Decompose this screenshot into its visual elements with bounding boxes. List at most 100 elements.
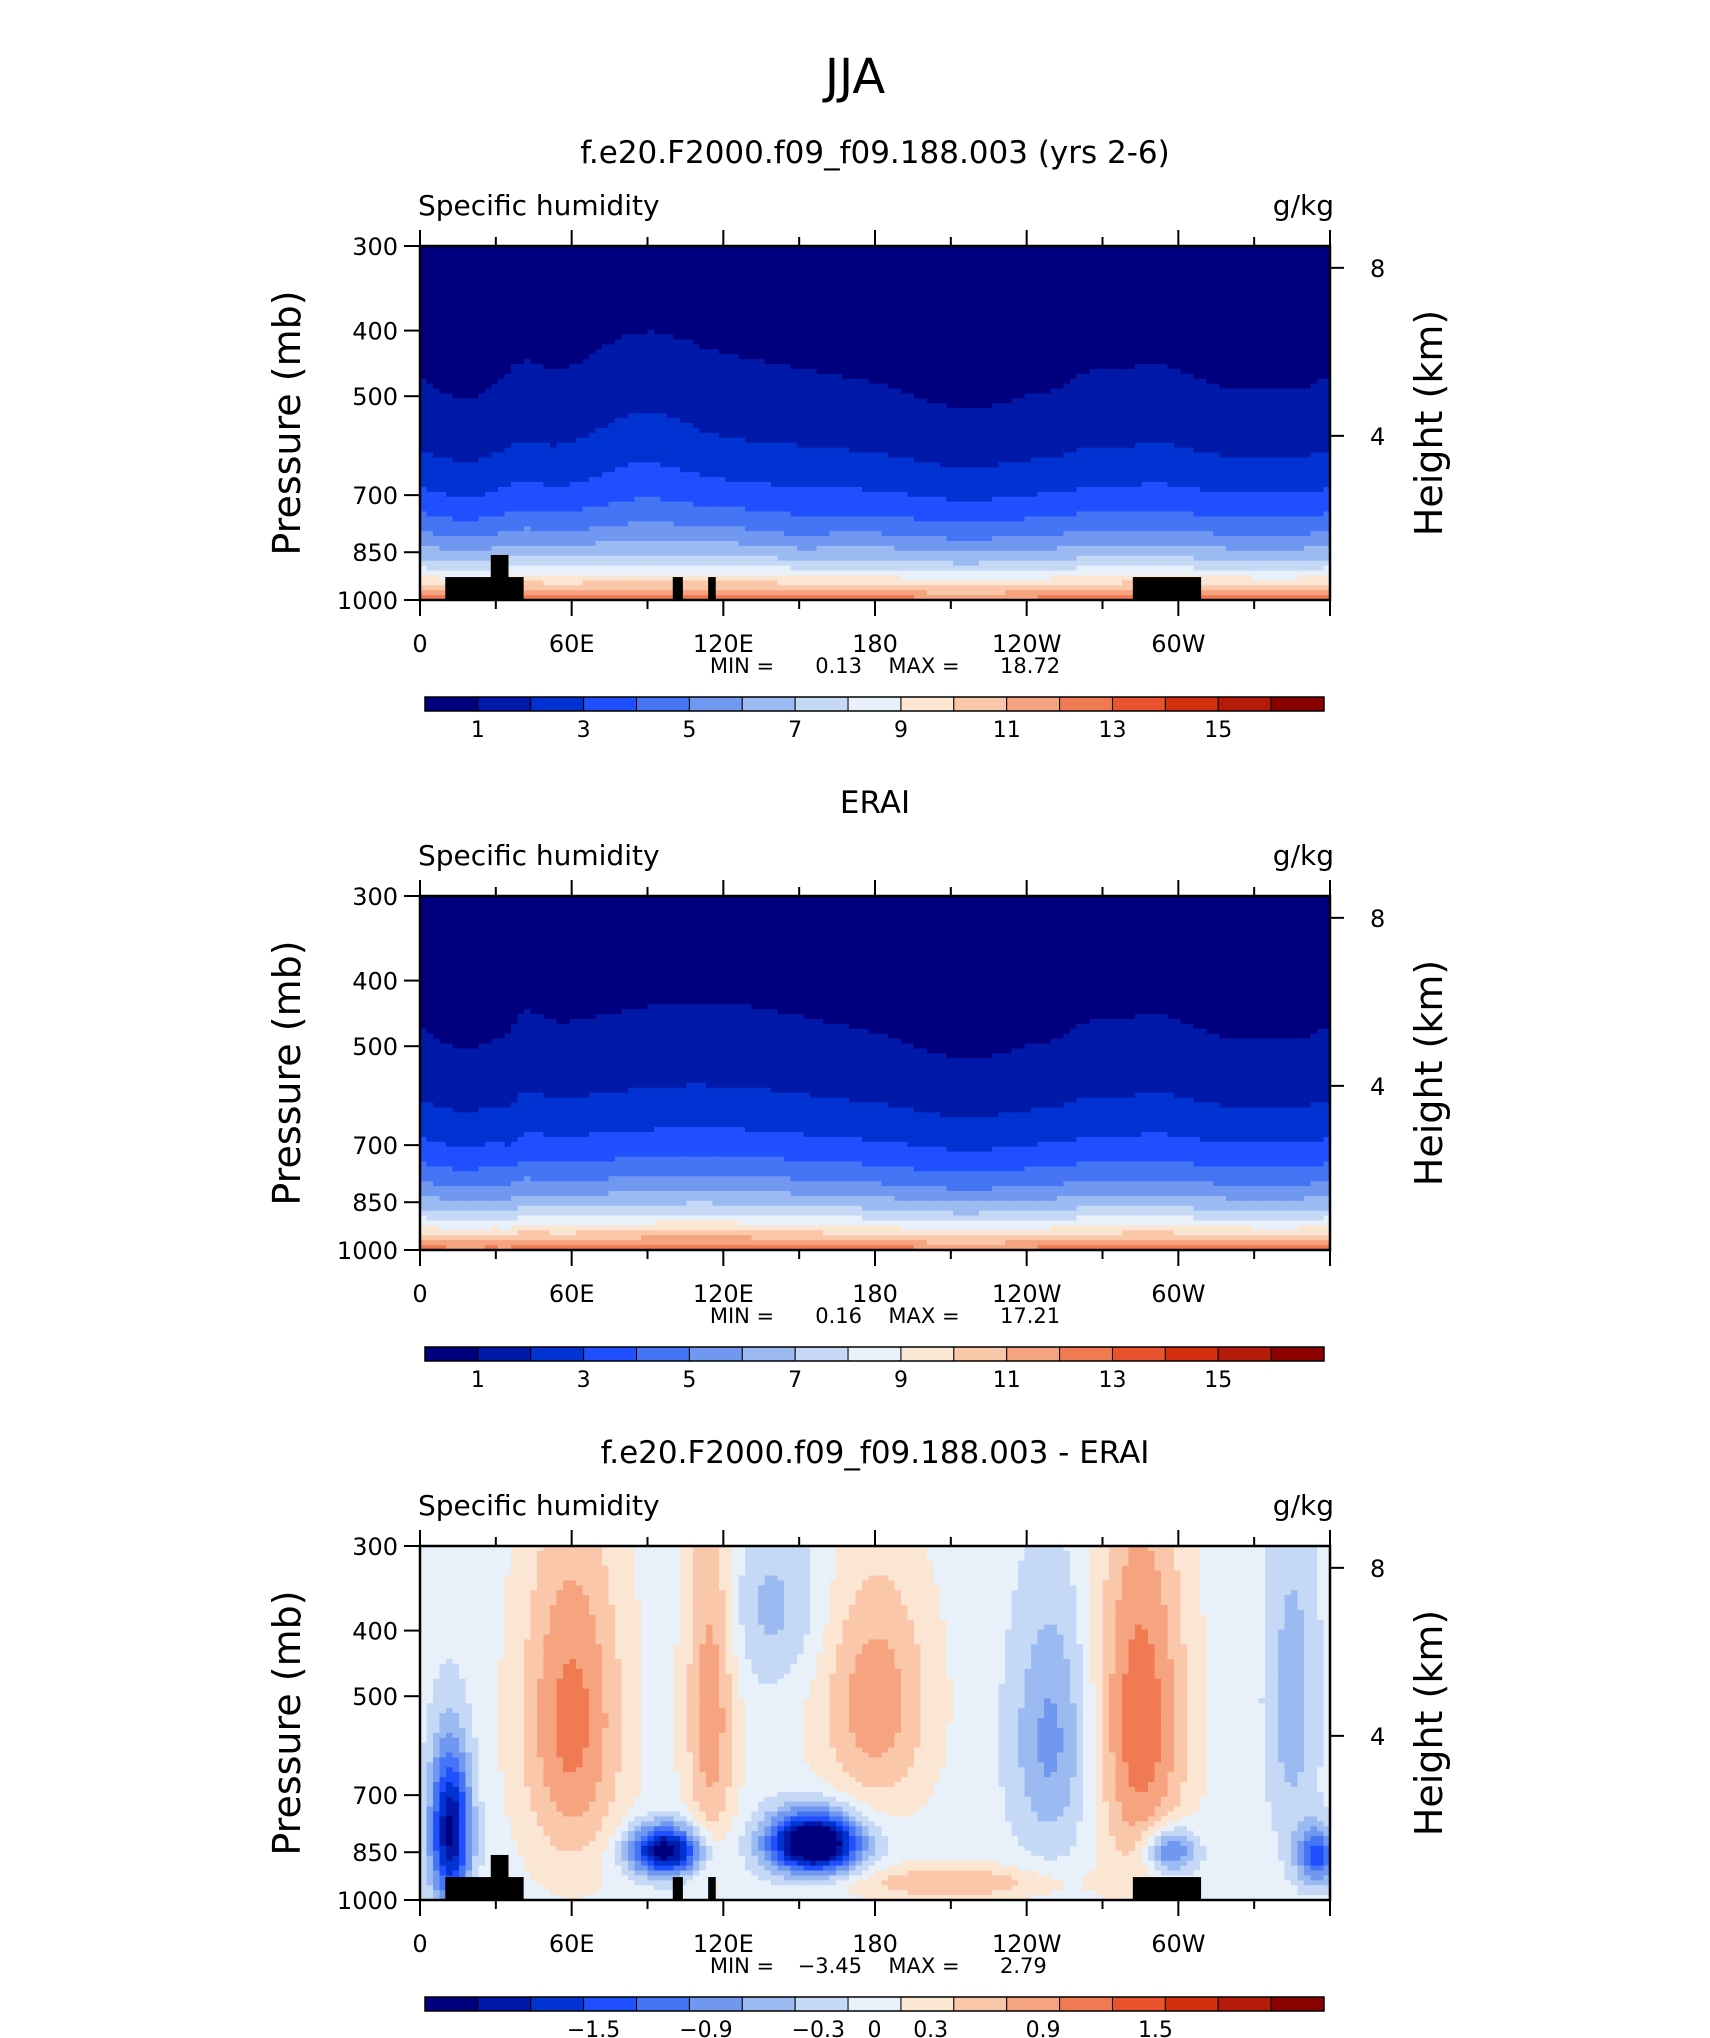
field-cell	[1226, 368, 1234, 375]
field-cell	[1265, 339, 1273, 345]
field-cell	[1050, 255, 1058, 262]
field-cell	[1083, 383, 1091, 390]
field-cell	[1102, 368, 1110, 375]
field-cell	[1239, 285, 1247, 291]
field-cell	[1050, 388, 1058, 395]
field-cell	[615, 309, 623, 316]
field-cell	[1317, 255, 1325, 262]
field-cell	[524, 408, 532, 414]
field-cell	[751, 398, 759, 404]
field-cell	[907, 393, 915, 400]
field-cell	[459, 393, 467, 400]
field-cell	[654, 285, 662, 291]
field-cell	[1050, 300, 1058, 306]
field-cell	[881, 285, 889, 291]
field-cell	[1057, 408, 1065, 414]
field-cell	[1180, 393, 1188, 400]
field-cell	[634, 270, 642, 277]
field-cell	[712, 418, 720, 424]
field-cell	[660, 378, 668, 385]
field-cell	[693, 309, 701, 316]
field-cell	[660, 359, 668, 365]
field-cell	[868, 334, 876, 341]
field-cell	[433, 324, 441, 331]
field-cell	[810, 334, 818, 341]
field-cell	[829, 349, 837, 355]
field-cell	[439, 314, 447, 321]
field-cell	[894, 349, 902, 355]
field-cell	[1148, 250, 1156, 257]
field-cell	[751, 246, 759, 252]
field-cell	[1018, 305, 1026, 311]
field-cell	[1252, 398, 1260, 404]
field-cell	[712, 359, 720, 365]
field-cell	[420, 349, 428, 355]
field-cell	[1310, 349, 1318, 355]
field-cell	[634, 393, 642, 400]
field-cell	[1174, 393, 1182, 400]
field-cell	[940, 393, 948, 400]
field-cell	[875, 324, 883, 331]
field-cell	[907, 408, 915, 414]
field-cell	[524, 393, 532, 400]
field-cell	[1323, 295, 1331, 301]
field-cell	[673, 339, 681, 345]
field-cell	[959, 295, 967, 301]
field-cell	[1011, 300, 1019, 306]
field-cell	[1154, 324, 1162, 331]
field-cell	[1200, 280, 1208, 286]
field-cell	[511, 359, 519, 365]
field-cell	[849, 314, 857, 321]
field-cell	[1323, 334, 1331, 341]
field-cell	[615, 300, 623, 306]
field-cell	[725, 285, 733, 291]
field-cell	[647, 255, 655, 262]
field-cell	[777, 275, 785, 282]
field-cell	[888, 255, 896, 262]
field-cell	[992, 265, 1000, 272]
field-cell	[959, 393, 967, 400]
field-cell	[1018, 368, 1026, 375]
field-cell	[491, 319, 499, 326]
field-cell	[706, 314, 714, 321]
field-cell	[1226, 403, 1234, 409]
field-cell	[1076, 403, 1084, 409]
field-cell	[1323, 329, 1331, 336]
field-cell	[972, 339, 980, 345]
field-cell	[1115, 403, 1123, 409]
field-cell	[576, 270, 584, 277]
field-cell	[530, 329, 538, 336]
field-cell	[1245, 373, 1253, 380]
field-cell	[615, 344, 623, 350]
field-cell	[1297, 260, 1305, 267]
field-cell	[777, 368, 785, 375]
field-cell	[946, 393, 954, 400]
field-cell	[1291, 255, 1299, 262]
field-cell	[725, 373, 733, 380]
field-cell	[1317, 329, 1325, 336]
field-cell	[446, 344, 454, 350]
field-cell	[790, 359, 798, 365]
field-cell	[1284, 250, 1292, 257]
field-cell	[667, 246, 675, 252]
field-cell	[511, 319, 519, 326]
field-cell	[1161, 413, 1169, 419]
field-cell	[816, 364, 824, 370]
field-cell	[888, 319, 896, 326]
field-cell	[777, 359, 785, 365]
field-cell	[777, 250, 785, 257]
field-cell	[543, 314, 551, 321]
field-cell	[530, 250, 538, 257]
field-cell	[589, 314, 597, 321]
field-cell	[511, 364, 519, 370]
field-cell	[771, 373, 779, 380]
field-cell	[719, 393, 727, 400]
field-cell	[803, 246, 811, 252]
field-cell	[953, 388, 961, 395]
field-cell	[680, 354, 688, 360]
field-cell	[933, 339, 941, 345]
field-cell	[699, 260, 707, 267]
field-cell	[1089, 314, 1097, 321]
field-cell	[784, 354, 792, 360]
field-cell	[829, 260, 837, 267]
